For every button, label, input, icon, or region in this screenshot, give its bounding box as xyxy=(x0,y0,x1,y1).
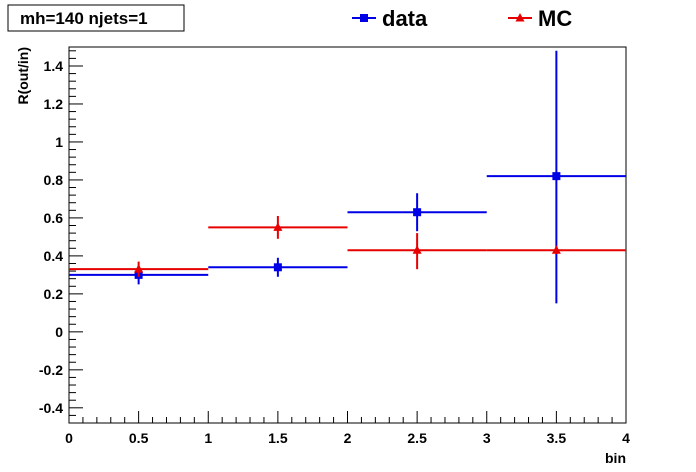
legend-item-mc: MC xyxy=(508,6,572,31)
series-mc xyxy=(69,216,626,277)
legend-label: MC xyxy=(538,6,572,31)
y-tick-label: 0.6 xyxy=(44,210,64,226)
title-box xyxy=(7,4,185,32)
data-point xyxy=(413,208,422,217)
data-marks xyxy=(69,50,626,304)
x-tick-label: 1.5 xyxy=(268,430,288,446)
y-tick-label: 1.2 xyxy=(44,96,64,112)
data-point xyxy=(273,222,283,231)
legend-item-data: data xyxy=(352,6,428,31)
y-axis-label: R(out/in) xyxy=(15,47,31,105)
x-tick-label: 4 xyxy=(622,430,630,446)
y-tick-label: 0.2 xyxy=(44,286,64,302)
legend: data MC xyxy=(352,6,572,31)
y-tick-label: 0 xyxy=(55,324,63,340)
y-tick-label: 1 xyxy=(55,134,63,150)
data-point xyxy=(134,264,144,273)
y-tick-label: 1.4 xyxy=(44,58,64,74)
x-axis-label: bin xyxy=(605,450,626,466)
legend-marker xyxy=(515,13,525,22)
x-tick-label: 0 xyxy=(65,430,73,446)
legend-marker xyxy=(360,14,368,22)
x-tick-label: 0.5 xyxy=(129,430,149,446)
y-tick-label: -0.2 xyxy=(39,362,63,378)
data-point xyxy=(551,245,561,254)
legend-label: data xyxy=(382,6,428,31)
axes: 0 0.5 1 1.5 2 2.5 3 3.5 4 -0.4 -0.2 0 0.2 0.4 0.6 0.8 1 1… xyxy=(39,50,630,446)
y-tick-label: -0.4 xyxy=(39,400,63,416)
x-tick-label: 2.5 xyxy=(407,430,427,446)
y-tick-label: 0.8 xyxy=(44,172,64,188)
y-tick-label: 0.4 xyxy=(44,248,64,264)
x-tick-label: 1 xyxy=(204,430,212,446)
plot-frame xyxy=(68,46,627,424)
x-tick-label: 3 xyxy=(483,430,491,446)
x-tick-label: 2 xyxy=(344,430,352,446)
data-point xyxy=(552,172,561,181)
series-data xyxy=(69,50,626,304)
x-tick-label: 3.5 xyxy=(547,430,567,446)
data-point xyxy=(412,245,422,254)
data-point xyxy=(273,263,282,272)
chart-title: mh=140 njets=1 xyxy=(20,9,148,28)
